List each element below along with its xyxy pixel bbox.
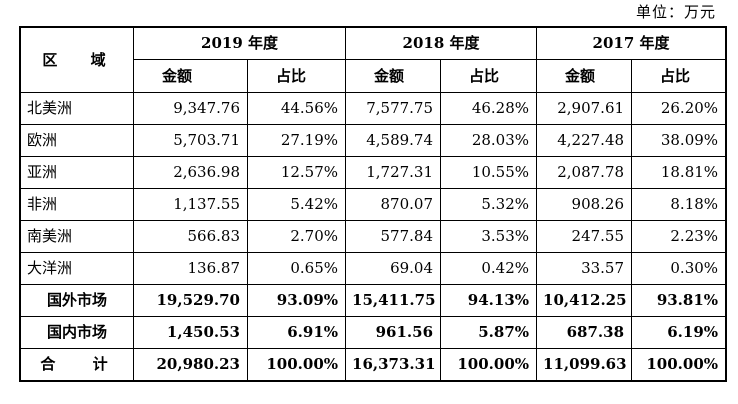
amount-header-2018: 金额: [345, 59, 442, 93]
share-2017-cell: 93.81%: [631, 284, 727, 317]
share-2018-cell: 5.32%: [440, 188, 538, 221]
share-2019-cell: 93.09%: [246, 284, 347, 317]
share-2018-cell: 94.13%: [440, 284, 538, 317]
year-header-2019: 2019 年度: [132, 27, 347, 60]
amount-2017-cell: 2,907.61: [536, 92, 633, 125]
amount-2019-cell: 2,636.98: [133, 156, 248, 189]
table-row: 大洋洲 136.87 0.65% 69.04 0.42% 33.57 0.30%: [20, 252, 727, 285]
share-2018-cell: 5.87%: [440, 316, 538, 349]
region-cell: 非洲: [20, 188, 134, 221]
year-header-2018: 2018 年度: [345, 27, 538, 60]
header-row-metrics: 金额 占比 金额 占比 金额 占比: [21, 59, 727, 93]
share-2018-cell: 100.00%: [440, 348, 538, 381]
amount-2017-cell: 11,099.63: [536, 348, 633, 381]
region-cell: 合 计: [20, 348, 134, 381]
share-2019-cell: 0.65%: [246, 252, 347, 285]
region-header: 区 域: [20, 27, 134, 93]
share-header-2018: 占比: [440, 59, 538, 93]
amount-2017-cell: 10,412.25: [536, 284, 633, 317]
region-cell: 亚洲: [20, 156, 134, 189]
share-2017-cell: 100.00%: [631, 348, 727, 381]
amount-2017-cell: 687.38: [536, 316, 633, 349]
amount-2017-cell: 4,227.48: [536, 124, 633, 157]
subtotal-row-foreign: 国外市场 19,529.70 93.09% 15,411.75 94.13% 1…: [20, 284, 727, 317]
share-header-2017: 占比: [631, 59, 727, 93]
amount-2017-cell: 33.57: [536, 252, 633, 285]
amount-2018-cell: 7,577.75: [345, 92, 442, 125]
share-2017-cell: 0.30%: [631, 252, 727, 285]
amount-2018-cell: 16,373.31: [345, 348, 442, 381]
share-2018-cell: 46.28%: [440, 92, 538, 125]
amount-2017-cell: 247.55: [536, 220, 633, 253]
amount-header-2019: 金额: [133, 59, 248, 93]
amount-2019-cell: 20,980.23: [133, 348, 248, 381]
share-2019-cell: 2.70%: [246, 220, 347, 253]
amount-2017-cell: 908.26: [536, 188, 633, 221]
year-header-2017: 2017 年度: [536, 27, 727, 60]
share-2018-cell: 28.03%: [440, 124, 538, 157]
total-row: 合 计 20,980.23 100.00% 16,373.31 100.00% …: [20, 348, 727, 381]
table-row: 亚洲 2,636.98 12.57% 1,727.31 10.55% 2,087…: [20, 156, 727, 189]
share-2019-cell: 27.19%: [246, 124, 347, 157]
table-row: 非洲 1,137.55 5.42% 870.07 5.32% 908.26 8.…: [20, 188, 727, 221]
amount-2019-cell: 1,450.53: [133, 316, 248, 349]
share-2017-cell: 2.23%: [631, 220, 727, 253]
table-row: 欧洲 5,703.71 27.19% 4,589.74 28.03% 4,227…: [20, 124, 727, 157]
amount-2018-cell: 961.56: [345, 316, 442, 349]
share-2018-cell: 0.42%: [440, 252, 538, 285]
table-row: 北美洲 9,347.76 44.56% 7,577.75 46.28% 2,90…: [20, 92, 727, 125]
unit-label: 单位：万元: [635, 3, 716, 21]
amount-header-2017: 金额: [536, 59, 633, 93]
share-header-2019: 占比: [246, 59, 347, 93]
amount-2019-cell: 19,529.70: [133, 284, 248, 317]
amount-2018-cell: 577.84: [345, 220, 442, 253]
region-cell: 国内市场: [20, 316, 134, 349]
table-row: 南美洲 566.83 2.70% 577.84 3.53% 247.55 2.2…: [20, 220, 727, 253]
amount-2019-cell: 5,703.71: [133, 124, 248, 157]
amount-2019-cell: 566.83: [133, 220, 248, 253]
share-2019-cell: 5.42%: [246, 188, 347, 221]
share-2019-cell: 44.56%: [246, 92, 347, 125]
region-cell: 大洋洲: [20, 252, 134, 285]
share-2019-cell: 12.57%: [246, 156, 347, 189]
amount-2019-cell: 136.87: [133, 252, 248, 285]
subtotal-row-domestic: 国内市场 1,450.53 6.91% 961.56 5.87% 687.38 …: [20, 316, 727, 349]
revenue-by-region-table: 区 域 2019 年度 2018 年度 2017 年度 金额 占比 金额 占比 …: [18, 26, 728, 382]
amount-2019-cell: 9,347.76: [133, 92, 248, 125]
header-row-years: 区 域 2019 年度 2018 年度 2017 年度: [20, 27, 727, 93]
region-cell: 北美洲: [20, 92, 134, 125]
amount-2018-cell: 4,589.74: [345, 124, 442, 157]
region-cell: 南美洲: [20, 220, 134, 253]
amount-2018-cell: 69.04: [345, 252, 442, 285]
share-2019-cell: 100.00%: [246, 348, 347, 381]
region-cell: 欧洲: [20, 124, 134, 157]
amount-2018-cell: 15,411.75: [345, 284, 442, 317]
share-2017-cell: 18.81%: [631, 156, 727, 189]
share-2017-cell: 38.09%: [631, 124, 727, 157]
share-2018-cell: 10.55%: [440, 156, 538, 189]
share-2017-cell: 26.20%: [631, 92, 727, 125]
amount-2018-cell: 870.07: [345, 188, 442, 221]
share-2017-cell: 8.18%: [631, 188, 727, 221]
region-cell: 国外市场: [20, 284, 134, 317]
amount-2019-cell: 1,137.55: [133, 188, 248, 221]
amount-2017-cell: 2,087.78: [536, 156, 633, 189]
amount-2018-cell: 1,727.31: [345, 156, 442, 189]
share-2018-cell: 3.53%: [440, 220, 538, 253]
share-2017-cell: 6.19%: [631, 316, 727, 349]
share-2019-cell: 6.91%: [246, 316, 347, 349]
